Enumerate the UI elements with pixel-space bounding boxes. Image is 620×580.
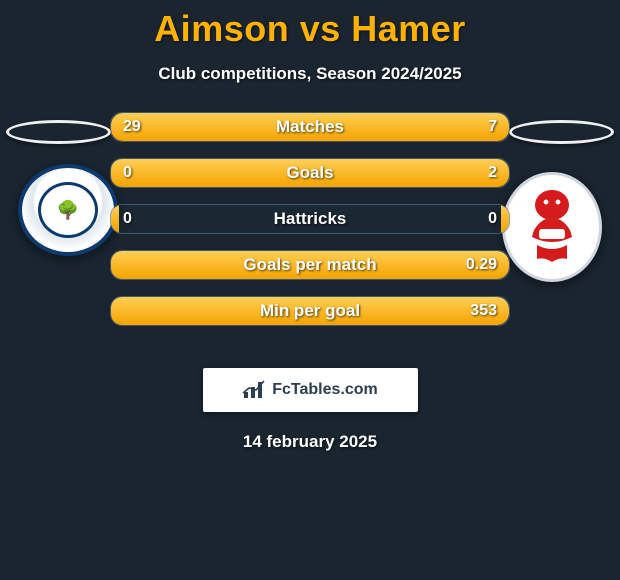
player-right-halo <box>509 120 614 144</box>
crest-left-emblem: 🌳 <box>38 182 98 238</box>
comparison-card: Aimson vs Hamer Club competitions, Seaso… <box>0 0 620 452</box>
bar-chart-icon <box>242 380 266 400</box>
bar-label: Goals <box>111 159 509 187</box>
crest-right-emblem <box>517 187 587 267</box>
brand-text: FcTables.com <box>272 381 378 399</box>
crest-left: 🌳 <box>18 164 118 256</box>
page-title: Aimson vs Hamer <box>0 8 620 50</box>
bar-row: 0.29Goals per match <box>110 250 510 280</box>
bar-label: Goals per match <box>111 251 509 279</box>
player-left-halo <box>6 120 111 144</box>
bar-label: Hattricks <box>111 205 509 233</box>
bar-label: Matches <box>111 113 509 141</box>
comparison-arena: 🌳 297Matches 02Goals 00Hattricks 0.29Goals … <box>0 112 620 352</box>
bar-label: Min per goal <box>111 297 509 325</box>
bar-row: 02Goals <box>110 158 510 188</box>
subtitle: Club competitions, Season 2024/2025 <box>0 64 620 84</box>
bar-row: 353Min per goal <box>110 296 510 326</box>
bar-row: 00Hattricks <box>110 204 510 234</box>
brand-badge[interactable]: FcTables.com <box>203 368 418 412</box>
footer-date: 14 february 2025 <box>0 432 620 452</box>
crest-right <box>502 172 602 282</box>
bar-row: 297Matches <box>110 112 510 142</box>
comparison-bars: 297Matches 02Goals 00Hattricks 0.29Goals pe… <box>110 112 510 342</box>
